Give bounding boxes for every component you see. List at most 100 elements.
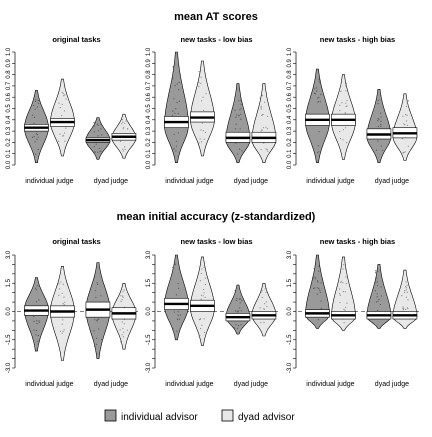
data-point (376, 149, 378, 151)
data-point (200, 294, 202, 296)
data-point (267, 150, 269, 152)
bean-points (400, 100, 410, 154)
bean-points (198, 266, 207, 337)
data-point (342, 129, 344, 131)
data-point (377, 99, 379, 101)
data-point (340, 83, 342, 86)
data-point (33, 135, 35, 137)
data-point (33, 329, 35, 331)
y-tick-label: 0.8 (287, 70, 293, 79)
data-point (313, 277, 315, 279)
data-point (202, 96, 204, 98)
row-title-initial-accuracy: mean initial accuracy (z-standardized) (117, 211, 316, 223)
data-point (203, 292, 205, 294)
data-point (402, 307, 404, 309)
data-point (264, 288, 266, 290)
data-point (96, 282, 98, 284)
data-point (98, 147, 100, 149)
data-point (239, 307, 241, 309)
data-point (178, 287, 180, 289)
data-point (377, 120, 379, 122)
data-point (119, 329, 121, 331)
data-point (318, 288, 320, 290)
data-point (377, 270, 379, 272)
data-point (401, 138, 403, 140)
data-point (406, 114, 408, 116)
data-point (339, 288, 341, 290)
data-point (405, 287, 408, 289)
data-point (34, 108, 36, 110)
data-point (123, 331, 125, 333)
data-point (178, 100, 180, 102)
data-point (33, 320, 35, 322)
bean-points (234, 99, 243, 155)
data-point (379, 112, 382, 114)
data-point (375, 301, 377, 303)
data-point (199, 138, 201, 140)
data-point (340, 281, 342, 283)
data-point (403, 308, 405, 310)
data-point (344, 309, 346, 311)
panels-group: original tasks 0.0 0.1 0.2 0.3 0.4 0.5 0.6 0.7 0.… (6, 35, 419, 388)
data-point (376, 277, 378, 279)
data-point (37, 136, 39, 138)
data-point (316, 152, 319, 154)
data-point (58, 294, 60, 296)
data-point (59, 330, 61, 332)
data-point (173, 148, 175, 150)
data-point (403, 123, 405, 125)
data-point (38, 299, 40, 301)
data-point (179, 314, 181, 316)
y-tick-label: 1.0 (287, 47, 293, 56)
y-tick-label: 0.0 (146, 307, 152, 316)
y-tick-label: 0.5 (6, 104, 12, 113)
data-point (319, 291, 321, 293)
data-point (119, 140, 122, 142)
data-point (126, 120, 128, 122)
y-tick-label: 0.3 (287, 126, 293, 135)
data-point (240, 324, 242, 326)
data-point (377, 310, 379, 312)
y-tick-label: -3.0 (6, 362, 12, 373)
data-point (33, 122, 35, 124)
data-point (265, 301, 268, 303)
data-point (317, 97, 319, 99)
y-tick-label: 0.1 (287, 149, 293, 158)
data-point (121, 334, 123, 336)
data-point (235, 323, 237, 326)
panel-title: original tasks (52, 237, 100, 246)
data-point (380, 295, 382, 297)
data-point (234, 128, 237, 130)
data-point (377, 285, 379, 287)
data-point (318, 81, 320, 83)
y-tick-label: 1.0 (146, 47, 152, 56)
data-point (37, 148, 39, 151)
data-point (58, 283, 60, 285)
data-point (266, 128, 268, 130)
y-tick-label: 0.0 (287, 160, 293, 169)
data-point (380, 125, 382, 127)
data-point (100, 124, 102, 126)
data-point (39, 100, 41, 102)
data-point (339, 131, 341, 133)
data-point (93, 276, 96, 279)
data-point (122, 148, 124, 150)
data-point (65, 127, 67, 129)
data-point (122, 336, 124, 338)
y-tick-label: 0.2 (6, 138, 12, 147)
data-point (95, 289, 97, 291)
data-point (381, 99, 383, 101)
data-point (407, 299, 409, 301)
data-point (380, 120, 382, 122)
y-tick-label: 0.6 (287, 92, 293, 101)
data-point (318, 131, 320, 133)
data-point (262, 127, 265, 129)
y-tick-label: 1.5 (6, 278, 12, 287)
legend-label-individual-advisor: individual advisor (121, 412, 198, 423)
data-point (375, 272, 377, 274)
data-point (202, 295, 204, 297)
data-point (98, 318, 100, 320)
data-point (267, 328, 269, 330)
data-point (320, 84, 322, 86)
data-point (35, 330, 38, 332)
